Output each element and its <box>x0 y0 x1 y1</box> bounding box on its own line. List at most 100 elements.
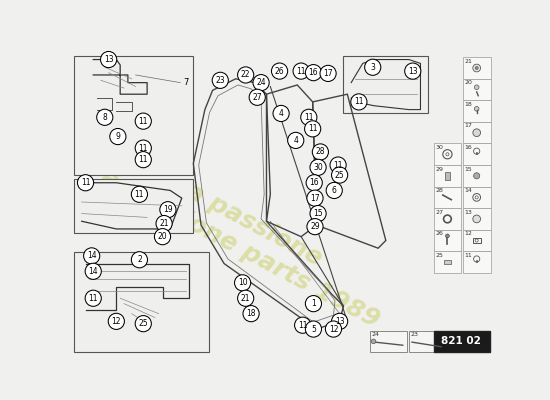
Text: 5: 5 <box>311 324 316 334</box>
Text: 23: 23 <box>410 332 419 337</box>
Text: 16: 16 <box>464 145 472 150</box>
Text: 14: 14 <box>89 267 98 276</box>
Text: 21: 21 <box>241 294 250 303</box>
Circle shape <box>273 105 289 122</box>
Text: 27: 27 <box>252 93 262 102</box>
Text: 12: 12 <box>112 317 121 326</box>
Text: 25: 25 <box>139 319 148 328</box>
Circle shape <box>310 206 326 222</box>
Text: 18: 18 <box>246 309 256 318</box>
Circle shape <box>307 218 323 235</box>
Circle shape <box>473 215 481 223</box>
Circle shape <box>85 263 101 279</box>
FancyBboxPatch shape <box>463 251 491 273</box>
Circle shape <box>135 113 151 129</box>
Text: 13: 13 <box>335 317 344 326</box>
Circle shape <box>473 129 481 136</box>
Text: 12: 12 <box>464 231 472 236</box>
Text: 821 02: 821 02 <box>441 336 481 346</box>
FancyBboxPatch shape <box>463 230 491 251</box>
Text: 7: 7 <box>183 78 189 87</box>
Text: 29: 29 <box>310 222 320 231</box>
Text: 11: 11 <box>308 124 317 133</box>
Circle shape <box>365 59 381 75</box>
FancyBboxPatch shape <box>74 252 209 352</box>
Circle shape <box>326 182 342 198</box>
Text: 17: 17 <box>310 194 320 203</box>
Circle shape <box>305 296 322 312</box>
Text: 11: 11 <box>135 190 144 199</box>
Text: 18: 18 <box>464 102 472 107</box>
Circle shape <box>474 85 479 90</box>
Circle shape <box>135 316 151 332</box>
Text: 19: 19 <box>163 205 173 214</box>
Text: 24: 24 <box>372 332 380 337</box>
Text: 11: 11 <box>304 113 314 122</box>
Text: a passione
a passione parts 1989: a passione a passione parts 1989 <box>97 141 397 333</box>
Text: 11: 11 <box>333 160 343 170</box>
Circle shape <box>156 216 172 232</box>
Text: 28: 28 <box>435 188 443 193</box>
Text: 4: 4 <box>293 136 298 145</box>
Circle shape <box>475 66 478 70</box>
Circle shape <box>78 175 94 191</box>
Circle shape <box>371 339 376 344</box>
Circle shape <box>212 72 228 88</box>
Text: 2: 2 <box>137 255 142 264</box>
Circle shape <box>234 275 251 291</box>
FancyBboxPatch shape <box>433 208 461 230</box>
FancyBboxPatch shape <box>463 144 491 165</box>
Circle shape <box>249 89 265 105</box>
Circle shape <box>293 63 309 79</box>
Text: 13: 13 <box>464 210 472 215</box>
Text: 24: 24 <box>256 78 266 87</box>
Text: 9: 9 <box>116 132 120 141</box>
Text: 11: 11 <box>81 178 90 187</box>
Text: 23: 23 <box>216 76 225 85</box>
Circle shape <box>332 313 348 330</box>
Text: 12: 12 <box>329 324 338 334</box>
Circle shape <box>131 186 147 202</box>
Circle shape <box>330 157 346 173</box>
Circle shape <box>310 159 326 176</box>
Circle shape <box>238 290 254 306</box>
FancyBboxPatch shape <box>463 208 491 230</box>
Text: 8: 8 <box>102 113 107 122</box>
Text: 11: 11 <box>89 294 98 303</box>
Circle shape <box>307 190 323 206</box>
Text: 21: 21 <box>160 219 169 228</box>
Text: 28: 28 <box>316 148 325 156</box>
FancyBboxPatch shape <box>433 330 490 352</box>
Circle shape <box>101 52 117 68</box>
Text: 13: 13 <box>104 55 113 64</box>
Text: 13: 13 <box>408 66 417 76</box>
Text: 11: 11 <box>298 321 307 330</box>
Text: 14: 14 <box>87 252 96 260</box>
Circle shape <box>160 202 176 218</box>
Circle shape <box>135 140 151 156</box>
FancyBboxPatch shape <box>463 122 491 144</box>
Text: 25: 25 <box>435 253 443 258</box>
Circle shape <box>474 173 480 179</box>
Text: 11: 11 <box>139 155 148 164</box>
Text: 22: 22 <box>241 70 250 80</box>
FancyBboxPatch shape <box>371 330 408 352</box>
Text: 11: 11 <box>296 66 306 76</box>
FancyBboxPatch shape <box>463 57 491 79</box>
Text: 20: 20 <box>158 232 167 241</box>
Circle shape <box>474 106 479 111</box>
Circle shape <box>305 321 322 337</box>
Circle shape <box>243 306 259 322</box>
Circle shape <box>351 94 367 110</box>
Text: 17: 17 <box>464 124 472 128</box>
Circle shape <box>131 252 147 268</box>
Circle shape <box>301 109 317 125</box>
FancyBboxPatch shape <box>343 56 428 114</box>
Text: 10: 10 <box>238 278 248 287</box>
Text: 26: 26 <box>435 231 443 236</box>
Circle shape <box>446 234 449 238</box>
FancyBboxPatch shape <box>74 179 194 233</box>
Circle shape <box>405 63 421 79</box>
Text: 21: 21 <box>464 59 472 64</box>
Text: 11: 11 <box>464 253 472 258</box>
